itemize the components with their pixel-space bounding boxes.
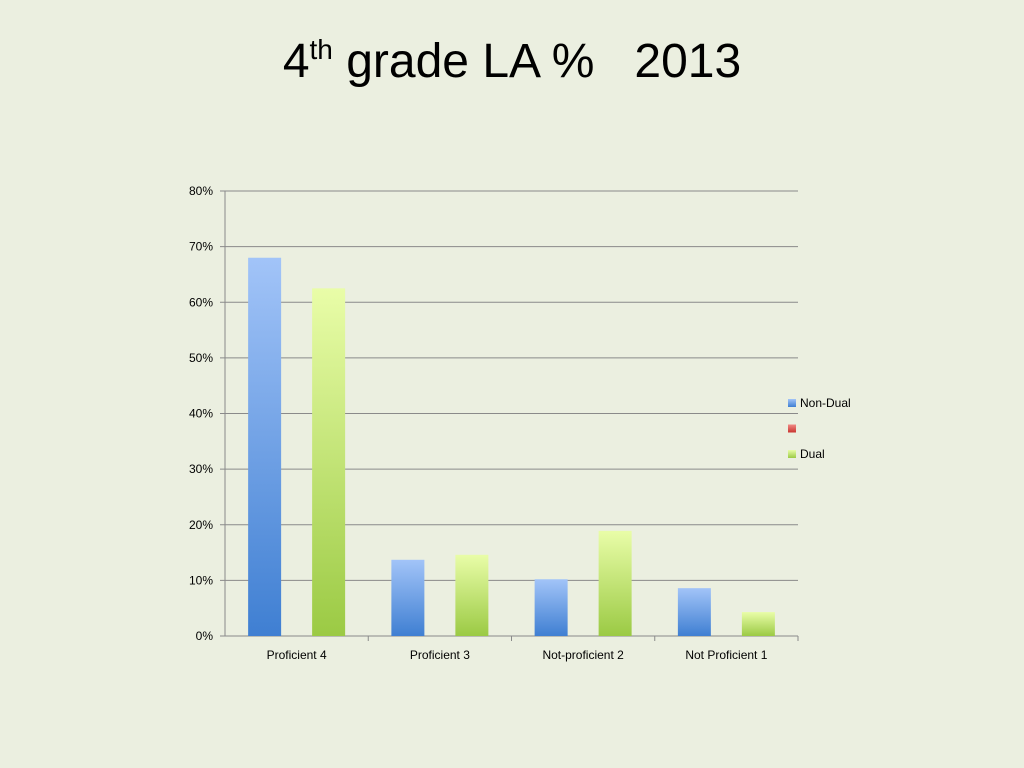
slide-title: 4th grade LA % 2013 [0,30,1024,94]
title-superscript: th [309,34,333,65]
x-tick-label: Proficient 4 [267,648,327,662]
bar-non-dual [677,588,711,636]
y-tick-label: 30% [189,462,213,476]
legend-label: Non-Dual [800,396,851,410]
y-tick-label: 60% [189,295,213,309]
title-suffix: grade LA % 2013 [332,35,742,88]
bar-dual [598,530,632,636]
legend-label: Dual [800,447,825,461]
x-tick-label: Not-proficient 2 [542,648,624,662]
y-tick-label: 40% [189,407,213,421]
y-tick-label: 50% [189,351,213,365]
x-tick-label: Not Proficient 1 [685,648,767,662]
y-tick-label: 10% [189,573,213,587]
title-prefix: 4 [282,35,310,88]
legend-swatch [788,424,796,433]
legend-swatch [788,450,796,458]
y-tick-label: 80% [189,184,213,198]
bar-non-dual [534,579,568,636]
legend-swatch [788,399,796,407]
bar-non-dual [391,559,425,636]
y-tick-label: 20% [189,518,213,532]
y-tick-label: 70% [189,240,213,254]
x-tick-label: Proficient 3 [410,648,470,662]
bar-non-dual [248,257,282,636]
bar-dual [312,288,346,636]
bar-dual [741,612,775,636]
y-tick-label: 0% [196,629,214,643]
bar-dual [455,554,489,636]
